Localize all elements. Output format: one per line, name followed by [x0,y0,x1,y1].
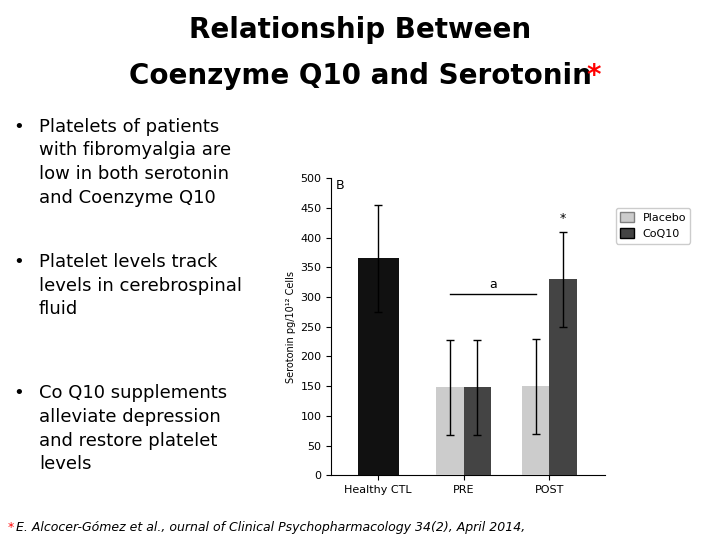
Text: a: a [489,278,497,291]
Bar [549,279,577,475]
Text: Platelet levels track
levels in cerebrospinal
fluid: Platelet levels track levels in cerebros… [39,253,242,319]
Bar [522,386,549,475]
Bar [358,258,399,475]
Y-axis label: Serotonin pg/10¹² Cells: Serotonin pg/10¹² Cells [286,271,296,383]
Text: B: B [336,179,344,192]
Text: *: * [7,521,14,534]
Text: Relationship Between: Relationship Between [189,16,531,44]
Bar [436,387,464,475]
Text: *: * [559,212,566,225]
Text: Coenzyme Q10 and Serotonin: Coenzyme Q10 and Serotonin [129,62,591,90]
Legend: Placebo, CoQ10: Placebo, CoQ10 [616,207,690,244]
Bar [464,387,491,475]
Text: Co Q10 supplements
alleviate depression
and restore platelet
levels: Co Q10 supplements alleviate depression … [39,384,227,473]
Text: E. Alcocer-Gómez et al., ournal of Clinical Psychopharmacology 34(2), April 2014: E. Alcocer-Gómez et al., ournal of Clini… [16,521,525,534]
Text: *: * [587,62,601,90]
Text: •: • [14,118,24,136]
Text: •: • [14,253,24,271]
Text: •: • [14,384,24,402]
Text: Platelets of patients
with fibromyalgia are
low in both serotonin
and Coenzyme Q: Platelets of patients with fibromyalgia … [39,118,231,206]
